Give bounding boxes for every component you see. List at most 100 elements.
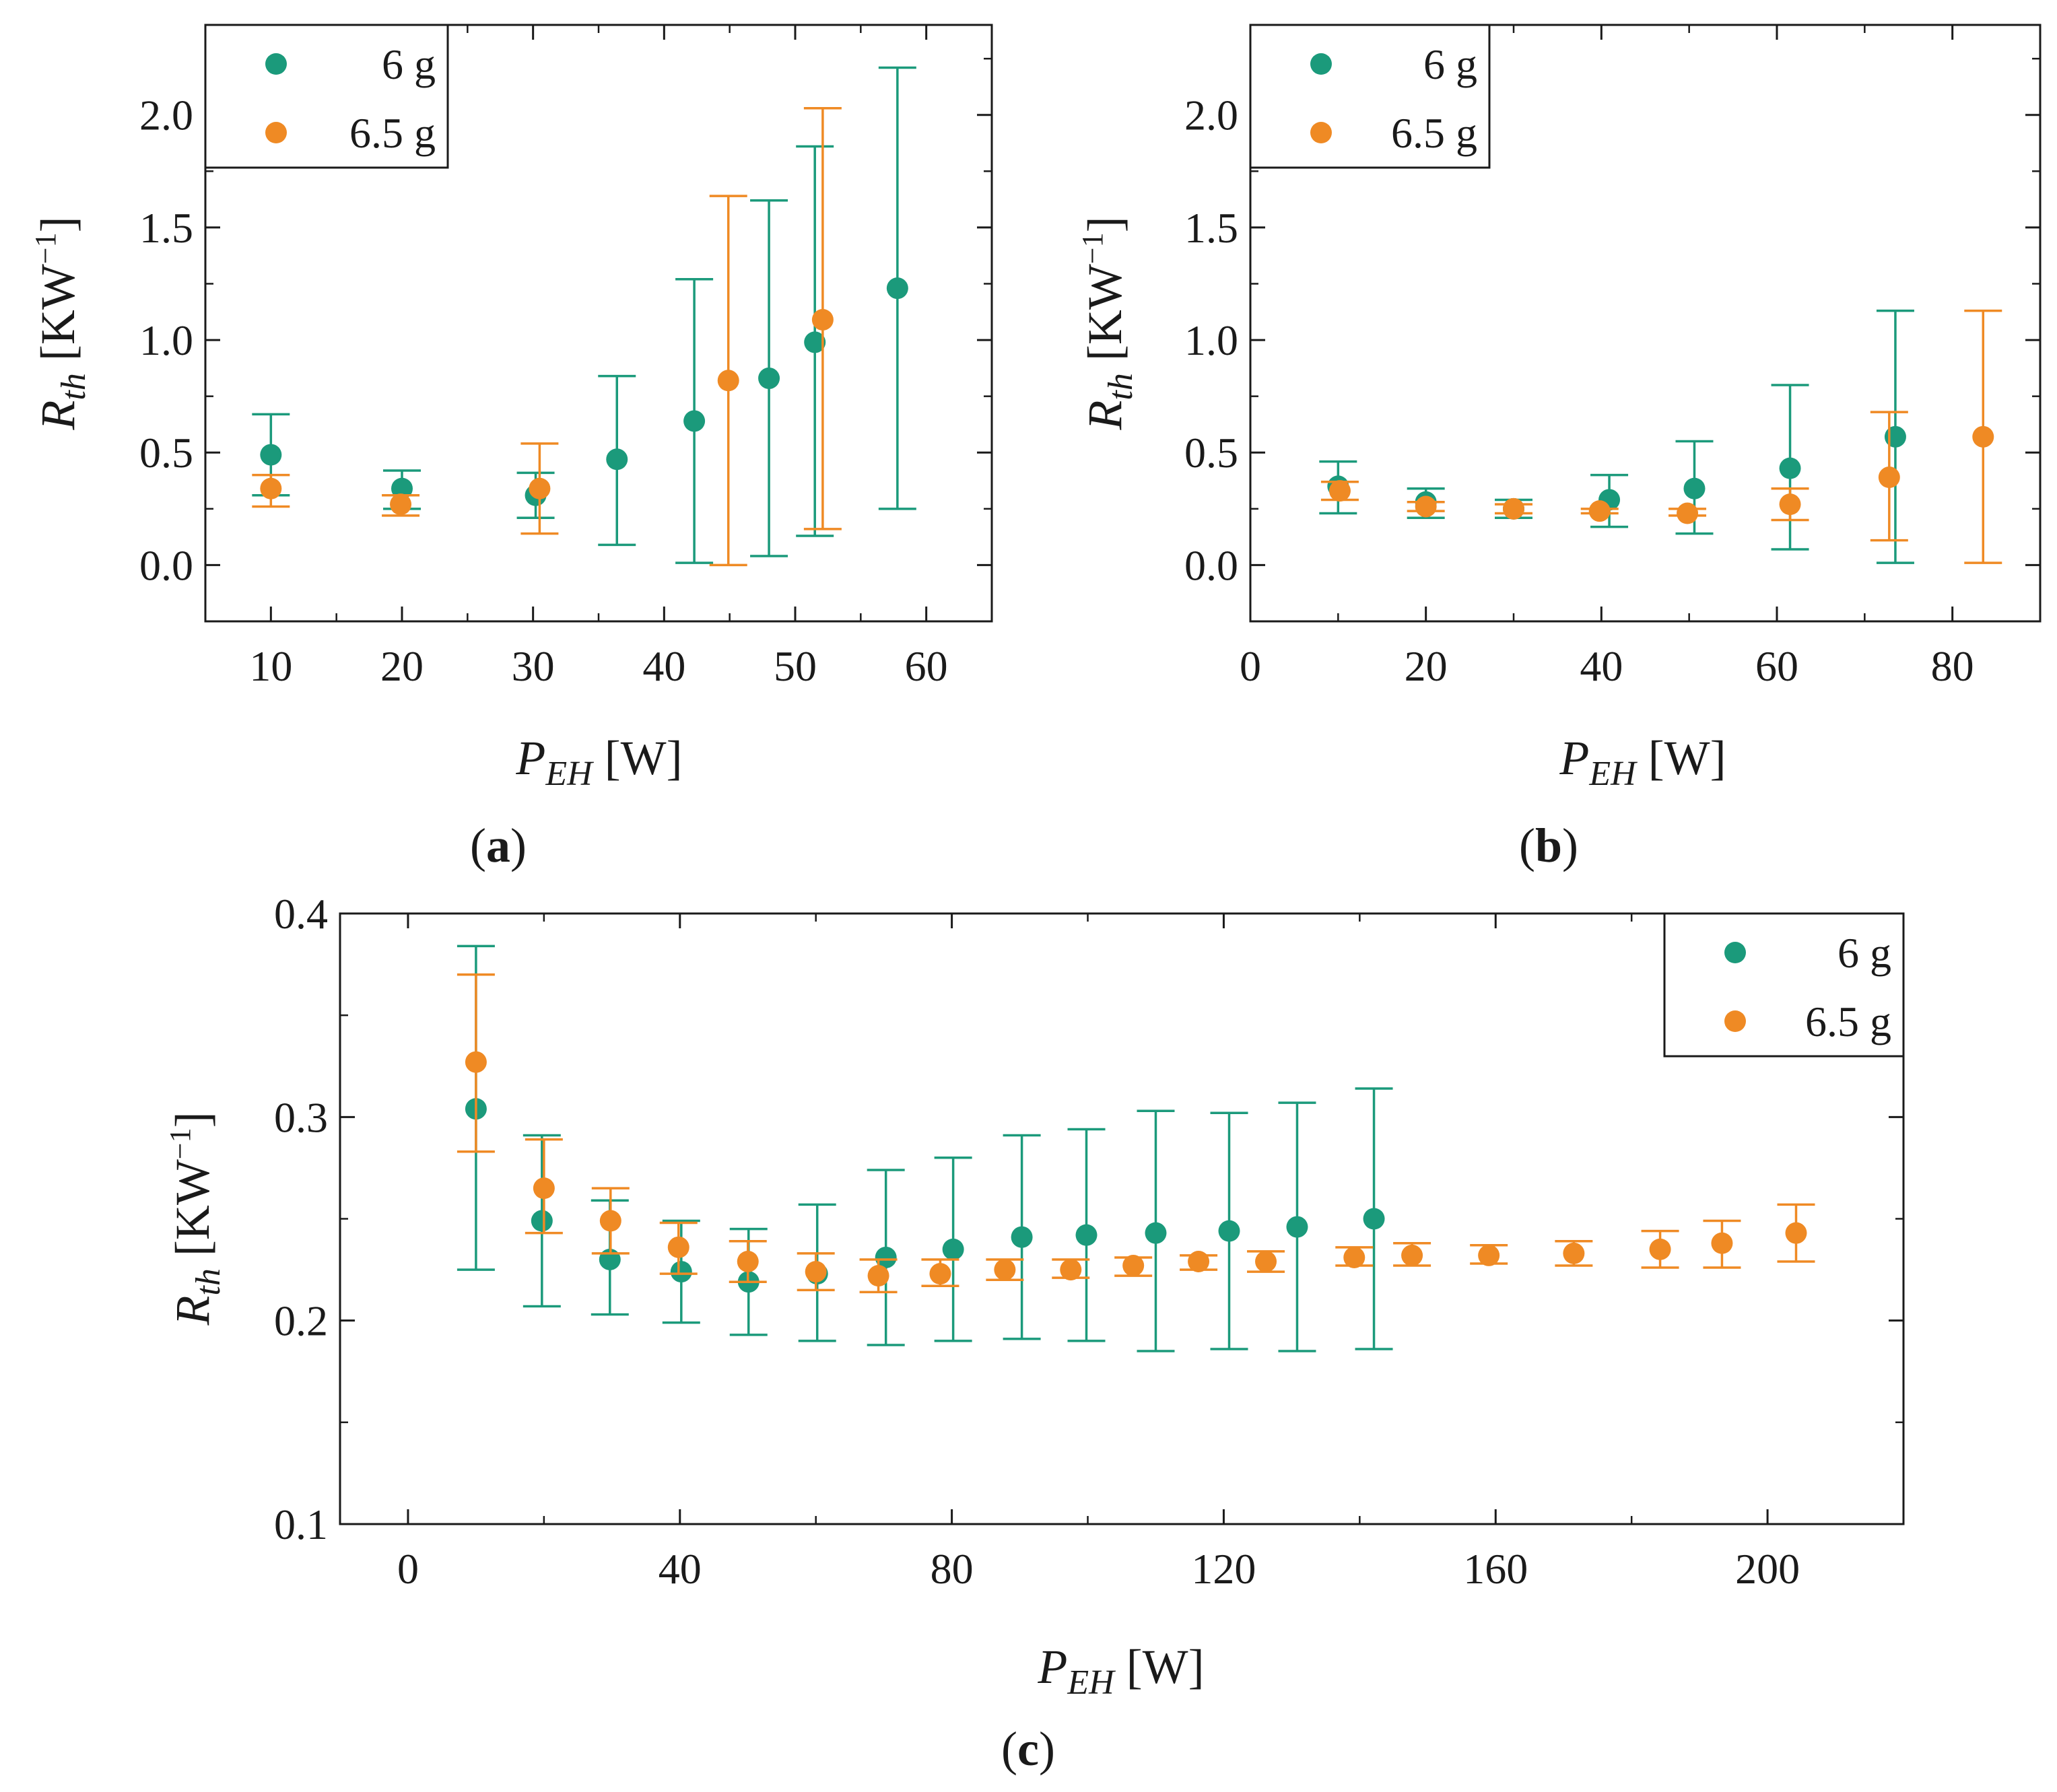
legend: 6 g 6.5 g: [1249, 24, 1491, 169]
x-tick-label: 120: [1191, 1545, 1256, 1593]
legend: 6 g 6.5 g: [204, 24, 449, 169]
y-tick-label: 0.5: [139, 429, 193, 477]
legend-marker: [265, 122, 287, 143]
data-point: [531, 1210, 553, 1232]
legend-label: 6.5 g: [349, 109, 436, 157]
series-six-five-g: [1320, 309, 2002, 564]
x-tick-label: 80: [1931, 642, 1974, 690]
data-point: [1779, 493, 1801, 516]
data-point: [1972, 425, 1994, 448]
data-point: [994, 1259, 1016, 1281]
x-tick-label: 40: [659, 1545, 702, 1593]
x-tick-label: 60: [1755, 642, 1798, 690]
data-point: [533, 1177, 555, 1200]
data-point: [1878, 467, 1900, 489]
data-point: [1145, 1222, 1167, 1244]
data-point: [606, 448, 628, 471]
data-point: [1343, 1246, 1365, 1268]
data-point: [1363, 1208, 1385, 1230]
legend-box: [1249, 24, 1491, 169]
data-point: [465, 1051, 487, 1073]
legend-marker: [1724, 1010, 1746, 1032]
legend: 6 g 6.5 g: [1663, 912, 1905, 1058]
data-point: [805, 1261, 827, 1283]
data-point: [260, 477, 282, 499]
y-tick-label: 1.5: [1184, 204, 1238, 252]
y-tick-label: 2.0: [139, 92, 193, 139]
data-point: [1060, 1259, 1082, 1281]
data-point: [1218, 1220, 1240, 1242]
series-six-g: [457, 944, 1393, 1352]
data-point: [1401, 1244, 1423, 1266]
x-tick-label: 0: [1240, 642, 1261, 690]
data-point: [1503, 497, 1524, 520]
series-six-five-g: [457, 973, 1815, 1294]
panel-label: (c): [1001, 1722, 1055, 1776]
data-point: [529, 477, 551, 499]
data-point: [1711, 1232, 1733, 1254]
data-point: [929, 1263, 951, 1285]
data-point: [260, 444, 282, 466]
data-point: [1478, 1244, 1500, 1266]
legend-marker: [1310, 122, 1332, 143]
y-tick-label: 0.3: [274, 1093, 328, 1141]
legend-label: 6.5 g: [1391, 109, 1477, 157]
legend-label: 6 g: [1423, 40, 1477, 88]
x-tick-label: 20: [380, 642, 424, 690]
data-point: [1011, 1226, 1033, 1248]
data-point: [1075, 1224, 1098, 1246]
chart-panel-a: 10 20 30 40 50 60 0.0 0.5 1.0 1.5 2.0 6 g 6.5 g PEH […: [29, 24, 993, 872]
legend-marker: [1310, 53, 1332, 75]
x-tick-label: 20: [1405, 642, 1448, 690]
y-tick-label: 0.5: [1184, 429, 1238, 477]
data-point: [1415, 495, 1437, 518]
panel-label: (a): [470, 819, 527, 872]
legend-box: [1663, 912, 1905, 1058]
y-tick-label: 0.2: [274, 1297, 328, 1345]
data-point: [867, 1265, 889, 1287]
data-point: [391, 477, 413, 499]
chart-panel-b: 0 20 40 60 80 0.0 0.5 1.0 1.5 2.0 6 g 6.5 g PEH [W] R…: [1076, 24, 2042, 872]
data-point: [390, 493, 412, 516]
data-point: [1785, 1222, 1807, 1244]
data-point: [804, 331, 826, 353]
x-tick-label: 60: [905, 642, 948, 690]
data-point: [1188, 1250, 1210, 1272]
series-six-g: [1319, 309, 1914, 564]
data-point: [942, 1238, 964, 1260]
x-tick-label: 40: [1580, 642, 1623, 690]
legend-marker: [1724, 942, 1746, 963]
data-point: [886, 277, 908, 300]
y-tick-label: 1.0: [1184, 316, 1238, 364]
series-six-five-g: [252, 106, 842, 567]
y-tick-label: 0.4: [274, 890, 328, 938]
x-tick-label: 30: [512, 642, 555, 690]
y-tick-label: 0.0: [1184, 541, 1238, 589]
legend-box: [204, 24, 449, 169]
data-point: [1779, 457, 1801, 479]
plot-frame: [1249, 24, 2042, 623]
data-point: [811, 308, 834, 331]
data-point: [1649, 1238, 1671, 1260]
x-axis-title: PEH [W]: [1037, 1640, 1204, 1702]
x-tick-label: 80: [931, 1545, 974, 1593]
y-axis-title: Rth [KW−1]: [1076, 216, 1140, 430]
data-point: [683, 410, 706, 432]
data-point: [737, 1250, 759, 1272]
chart-panel-c: 0 40 80 120 160 200 0.1 0.2 0.3 0.4 6 g 6.5 g PEH [W…: [164, 890, 1905, 1776]
data-point: [1122, 1255, 1145, 1277]
legend-marker: [265, 53, 287, 75]
data-point: [1884, 425, 1906, 448]
x-tick-label: 0: [397, 1545, 419, 1593]
x-tick-label: 160: [1463, 1545, 1528, 1593]
data-point: [670, 1261, 692, 1283]
x-tick-label: 50: [774, 642, 817, 690]
data-point: [1677, 502, 1699, 524]
data-point: [717, 370, 739, 392]
x-tick-label: 10: [249, 642, 292, 690]
y-tick-label: 2.0: [1184, 92, 1238, 139]
panel-label: (b): [1519, 819, 1578, 872]
y-axis-title: Rth [KW−1]: [29, 216, 93, 430]
y-axis-title: Rth [KW−1]: [164, 1111, 228, 1325]
legend-label: 6 g: [1837, 929, 1891, 977]
